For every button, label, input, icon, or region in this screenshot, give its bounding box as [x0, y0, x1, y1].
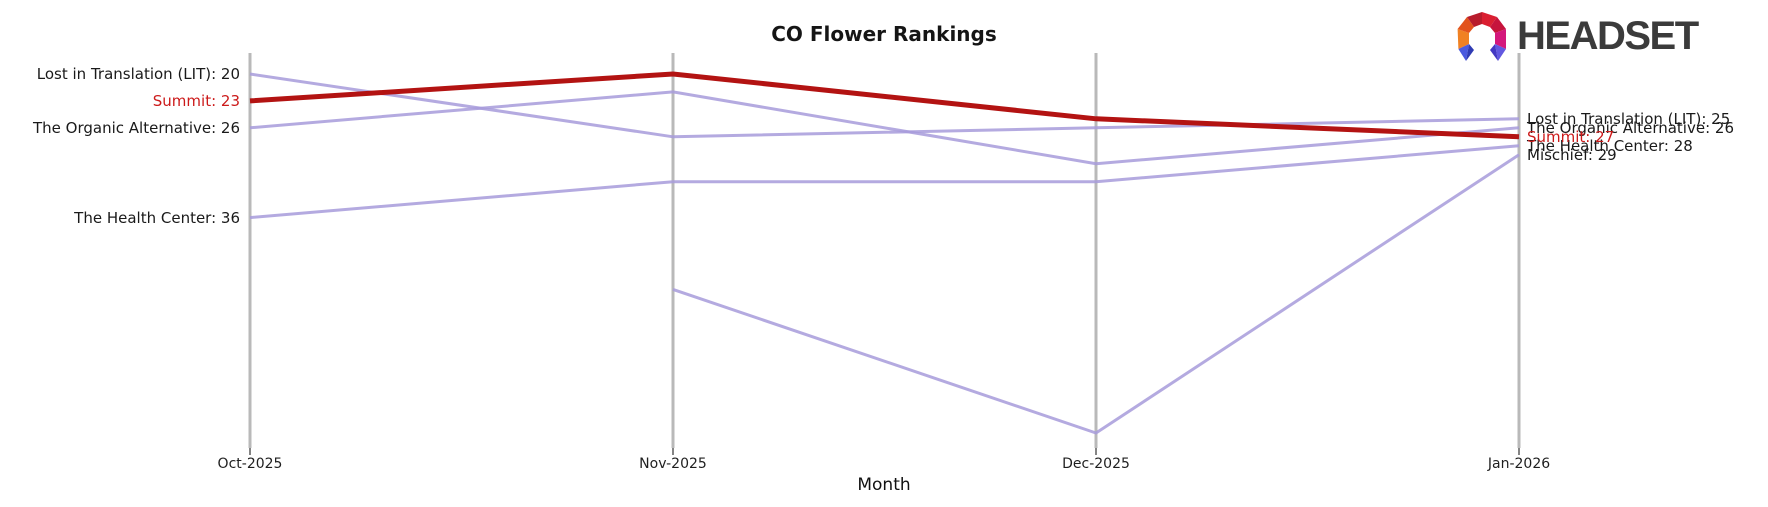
series-line-the-health-center	[249, 144, 1520, 220]
series-label-left-summit: Summit: 23	[152, 91, 240, 110]
series-label-right-the-health-center: The Health Center: 28	[1527, 136, 1693, 155]
series-label-right-the-organic-alternative: The Organic Alternative: 26	[1527, 118, 1734, 137]
x-tick-label-dec-2025: Dec-2025	[1062, 456, 1130, 472]
x-tick-label-oct-2025: Oct-2025	[217, 456, 283, 472]
series-label-left-the-organic-alternative: The Organic Alternative: 26	[33, 118, 240, 137]
x-axis-label: Month	[857, 475, 911, 495]
series-label-right-summit: Summit: 27	[1527, 127, 1615, 146]
series-line-summit	[249, 71, 1520, 140]
chart-title: CO Flower Rankings	[771, 22, 997, 46]
series-line-mischief	[672, 153, 1520, 435]
series-line-the-organic-alternative	[249, 90, 1520, 166]
series-label-left-lost-in-translation-lit: Lost in Translation (LIT): 20	[36, 65, 240, 83]
x-tick-label-jan-2026: Jan-2026	[1487, 456, 1551, 472]
series-label-left-the-health-center: The Health Center: 36	[74, 208, 240, 227]
headset-logo-icon	[1457, 12, 1506, 61]
headset-logo-text: HEADSET	[1517, 14, 1699, 58]
series-label-right-mischief: Mischief: 29	[1527, 145, 1617, 164]
series-line-lost-in-translation-lit	[249, 72, 1520, 139]
series-label-right-lost-in-translation-lit: Lost in Translation (LIT): 25	[1527, 109, 1731, 128]
headset-logo: HEADSET	[1453, 9, 1699, 63]
x-tick-label-nov-2025: Nov-2025	[639, 456, 707, 472]
